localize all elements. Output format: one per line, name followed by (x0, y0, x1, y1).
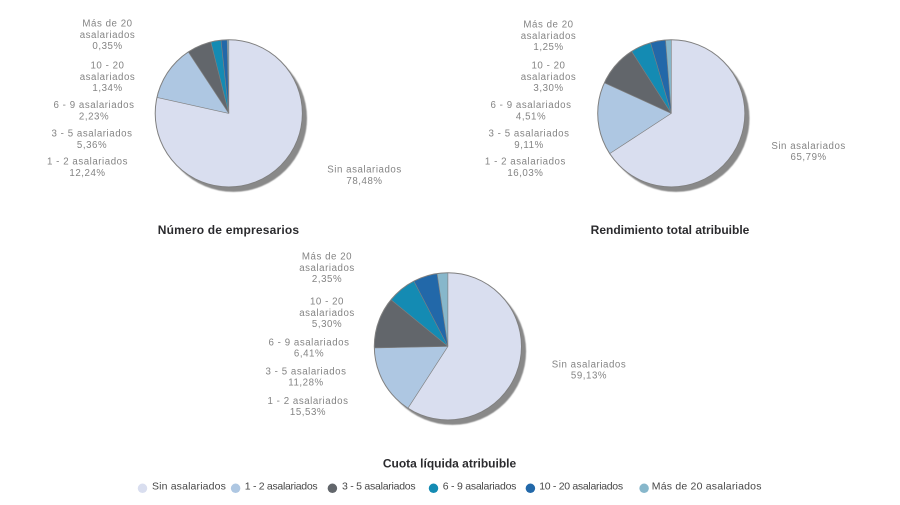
svg-text:10 - 20: 10 - 20 (90, 61, 124, 72)
svg-text:1 - 2 asalariados: 1 - 2 asalariados (268, 396, 349, 407)
svg-text:3 - 5 asalariados: 3 - 5 asalariados (342, 481, 415, 493)
svg-text:4,51%: 4,51% (516, 111, 546, 122)
svg-text:2,23%: 2,23% (79, 111, 109, 122)
svg-text:Más de 20: Más de 20 (302, 252, 352, 263)
svg-text:3 - 5 asalariados: 3 - 5 asalariados (52, 129, 133, 140)
svg-text:6 - 9 asalariados: 6 - 9 asalariados (54, 100, 135, 111)
svg-text:1 - 2 asalariados: 1 - 2 asalariados (245, 481, 318, 493)
svg-text:Número de empresarios: Número de empresarios (158, 223, 300, 237)
svg-text:Más de 20: Más de 20 (82, 19, 132, 30)
svg-text:1,25%: 1,25% (533, 42, 563, 53)
svg-text:Cuota líquida atribuible: Cuota líquida atribuible (383, 457, 517, 471)
svg-text:Sin asalariados: Sin asalariados (771, 141, 846, 152)
svg-text:0,35%: 0,35% (92, 41, 122, 52)
svg-text:65,79%: 65,79% (791, 152, 827, 163)
svg-text:Sin asalariados: Sin asalariados (552, 359, 627, 370)
svg-text:9,11%: 9,11% (514, 140, 544, 151)
svg-text:1,34%: 1,34% (92, 83, 122, 94)
svg-text:Sin asalariados: Sin asalariados (152, 481, 226, 493)
svg-text:6 - 9 asalariados: 6 - 9 asalariados (269, 337, 350, 348)
svg-text:6 - 9 asalariados: 6 - 9 asalariados (491, 100, 572, 111)
svg-text:59,13%: 59,13% (571, 371, 607, 382)
svg-text:2,35%: 2,35% (312, 274, 342, 285)
svg-text:5,36%: 5,36% (77, 140, 107, 151)
svg-text:asalariados: asalariados (80, 30, 136, 41)
svg-text:3 - 5 asalariados: 3 - 5 asalariados (489, 129, 570, 140)
svg-text:1 - 2 asalariados: 1 - 2 asalariados (47, 157, 128, 168)
svg-text:asalariados: asalariados (521, 72, 577, 83)
svg-text:6,41%: 6,41% (294, 349, 324, 360)
svg-text:Sin asalariados: Sin asalariados (327, 165, 402, 176)
svg-text:1 - 2 asalariados: 1 - 2 asalariados (485, 157, 566, 168)
svg-text:Más de 20: Más de 20 (523, 20, 573, 31)
svg-text:Rendimiento total atribuible: Rendimiento total atribuible (591, 223, 750, 237)
svg-text:15,53%: 15,53% (290, 407, 326, 418)
svg-text:asalariados: asalariados (521, 31, 577, 42)
svg-text:78,48%: 78,48% (346, 176, 382, 187)
svg-text:3 - 5 asalariados: 3 - 5 asalariados (266, 366, 347, 377)
svg-text:12,24%: 12,24% (69, 168, 105, 179)
svg-text:asalariados: asalariados (80, 72, 136, 83)
svg-text:asalariados: asalariados (299, 263, 355, 274)
svg-text:10 - 20: 10 - 20 (531, 61, 565, 72)
svg-text:10 - 20: 10 - 20 (310, 297, 344, 308)
svg-text:asalariados: asalariados (299, 308, 355, 319)
svg-text:3,30%: 3,30% (533, 83, 563, 94)
svg-text:5,30%: 5,30% (312, 319, 342, 330)
svg-text:11,28%: 11,28% (288, 378, 323, 389)
svg-text:6 - 9 asalariados: 6 - 9 asalariados (443, 481, 516, 493)
svg-text:10 - 20 asalariados: 10 - 20 asalariados (539, 481, 623, 493)
svg-text:16,03%: 16,03% (507, 168, 543, 179)
svg-text:Más de 20 asalariados: Más de 20 asalariados (652, 481, 762, 493)
